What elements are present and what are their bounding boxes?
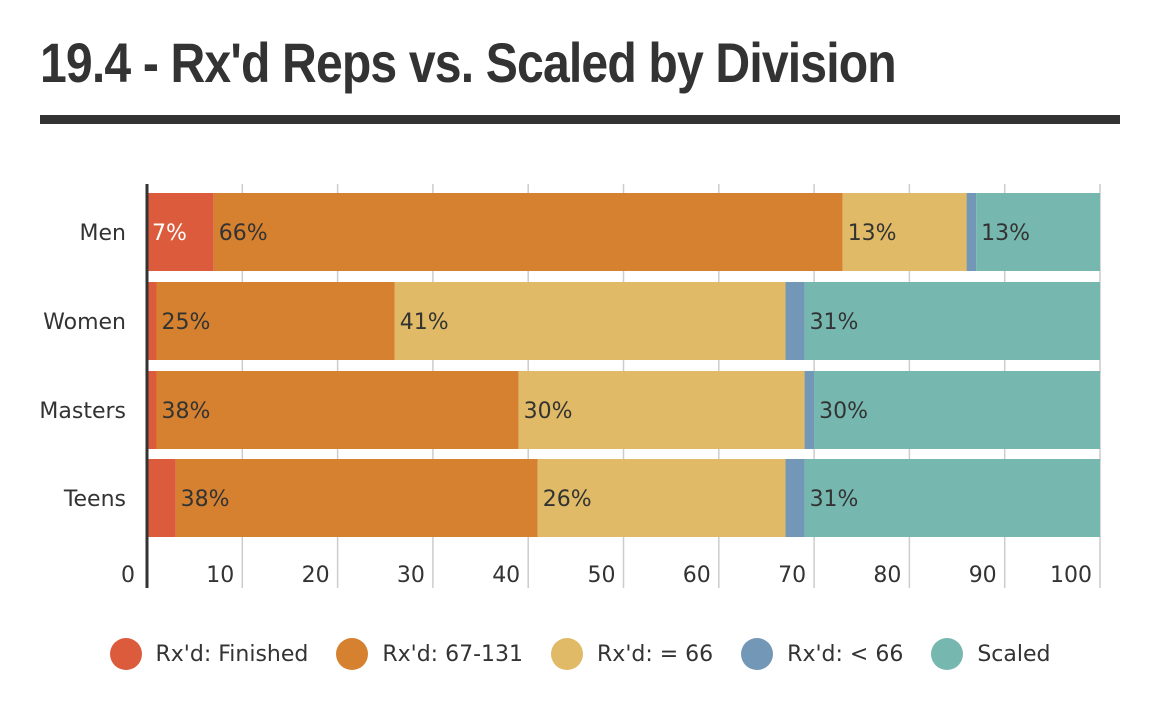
page-title: 19.4 - Rx'd Reps vs. Scaled by Division — [40, 31, 897, 94]
x-tick-label: 10 — [206, 563, 234, 588]
legend-item: Rx'd: Finished — [109, 638, 309, 670]
bars — [147, 193, 1100, 537]
data-label: 31% — [810, 310, 859, 335]
data-labels: 7% 66% 13% 13% 25% 41% 31% 38% 30% 30% 38% 26% 31% — [152, 221, 1030, 512]
legend-label: Rx'd: < 66 — [787, 641, 904, 667]
bar-segment — [518, 371, 805, 449]
stacked-bar-chart: 7% 66% 13% 13% 25% 41% 31% 38% 30% 30% 38% 26% 31% M… — [39, 184, 1101, 588]
data-label: 41% — [400, 310, 449, 335]
data-label: 13% — [848, 221, 897, 246]
data-label: 30% — [819, 399, 868, 424]
data-label: 7% — [152, 221, 187, 246]
x-tick-label: 90 — [969, 563, 997, 588]
x-tick-label: 50 — [588, 563, 616, 588]
bar-segment — [814, 371, 1100, 449]
bar-segment — [147, 371, 157, 449]
legend: Rx'd: Finished Rx'd: 67-131 Rx'd: = 66 Rx'd… — [0, 634, 1160, 674]
x-tick-label: 0 — [121, 563, 135, 588]
bar-segment — [394, 282, 786, 360]
bar-segment — [537, 459, 786, 537]
legend-swatch — [109, 638, 142, 670]
data-label: 66% — [219, 221, 268, 246]
legend-label: Scaled — [977, 641, 1051, 667]
bar-segment — [785, 282, 805, 360]
legend-item: Scaled — [931, 638, 1050, 670]
legend-item: Rx'd: = 66 — [551, 638, 713, 670]
bar-segment — [842, 193, 967, 271]
x-tick-label: 70 — [778, 563, 806, 588]
title-rule — [40, 115, 1120, 124]
bar-segment — [804, 282, 1100, 360]
x-tick-label: 20 — [302, 563, 330, 588]
data-label: 31% — [810, 487, 859, 512]
category-labels: Men Women Masters Teens — [39, 221, 126, 512]
bar-segment — [966, 193, 977, 271]
bar-segment — [785, 459, 805, 537]
data-label: 38% — [181, 487, 230, 512]
bar-segment — [147, 282, 157, 360]
x-tick-label: 30 — [397, 563, 425, 588]
category-label: Men — [80, 221, 126, 246]
x-tick-label: 100 — [1050, 563, 1092, 588]
bar-segment — [804, 371, 815, 449]
data-label: 26% — [543, 487, 592, 512]
x-tick-labels: 0 10 20 30 40 50 60 70 80 90 100 — [121, 563, 1092, 588]
bar-segment — [147, 459, 176, 537]
legend-swatch — [931, 638, 964, 670]
legend-swatch — [336, 638, 369, 670]
legend-item: Rx'd: 67-131 — [336, 638, 523, 670]
bar-segment — [147, 193, 214, 271]
data-label: 38% — [162, 399, 211, 424]
bar-segment — [175, 459, 538, 537]
legend-swatch — [551, 638, 584, 670]
legend-item: Rx'd: < 66 — [741, 638, 903, 670]
bar-segment — [976, 193, 1100, 271]
category-label: Masters — [39, 399, 126, 424]
x-tick-label: 60 — [683, 563, 711, 588]
bar-segment — [804, 459, 1100, 537]
x-tick-label: 40 — [492, 563, 520, 588]
bar-segment — [213, 193, 843, 271]
legend-label: Rx'd: Finished — [155, 641, 309, 667]
legend-label: Rx'd: 67-131 — [382, 641, 524, 667]
x-tick-label: 80 — [873, 563, 901, 588]
data-label: 25% — [162, 310, 211, 335]
category-label: Teens — [63, 487, 126, 512]
legend-swatch — [741, 638, 774, 670]
data-label: 30% — [524, 399, 573, 424]
data-label: 13% — [981, 221, 1030, 246]
bar-segment — [156, 371, 519, 449]
legend-label: Rx'd: = 66 — [597, 641, 714, 667]
category-label: Women — [43, 310, 126, 335]
bar-segment — [156, 282, 395, 360]
